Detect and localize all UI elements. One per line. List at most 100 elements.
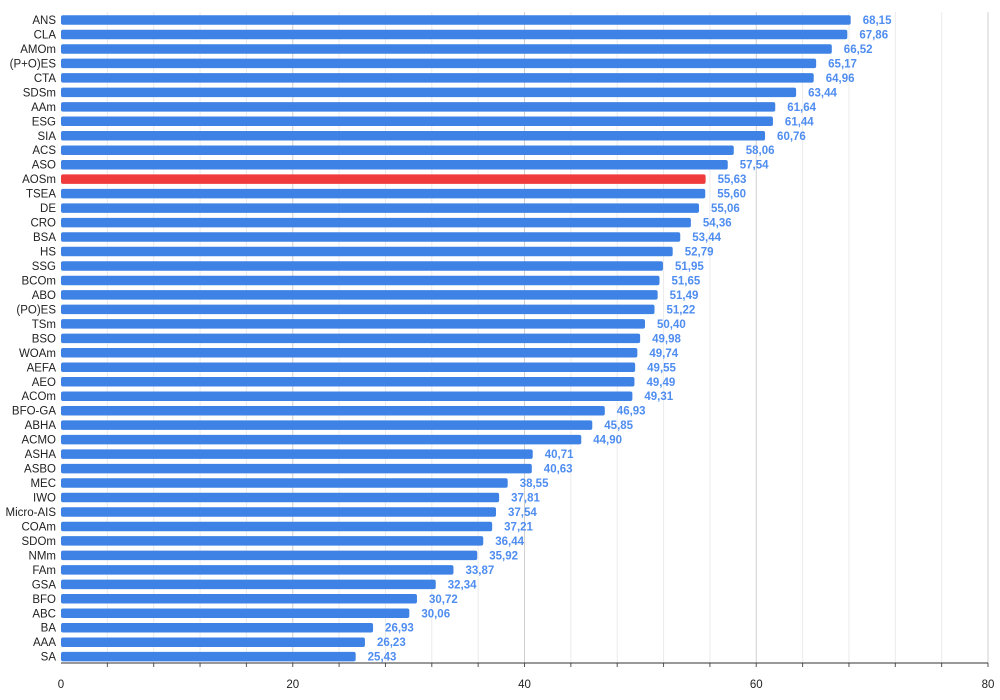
bar-ASHA bbox=[61, 449, 533, 459]
category-label: FAm bbox=[32, 565, 56, 577]
x-tick-label: 0 bbox=[58, 679, 64, 691]
value-label: 55,06 bbox=[711, 203, 740, 215]
bar-AEFA bbox=[61, 362, 636, 373]
value-label: 44,90 bbox=[593, 435, 622, 447]
category-label: AEFA bbox=[27, 362, 57, 374]
value-label: 50,40 bbox=[657, 319, 686, 331]
category-label: ABO bbox=[32, 290, 56, 302]
category-label: ASO bbox=[32, 160, 56, 172]
bar-ACOm bbox=[61, 391, 633, 401]
value-label: 61,44 bbox=[785, 116, 814, 128]
value-label: 55,60 bbox=[717, 189, 746, 201]
bar-BFO bbox=[61, 594, 417, 604]
value-label: 55,63 bbox=[718, 174, 747, 186]
category-label: BSA bbox=[33, 232, 56, 244]
bar-(PO)ES bbox=[61, 304, 655, 315]
bar-SDSm bbox=[61, 87, 797, 98]
bar-SSG bbox=[61, 261, 663, 271]
category-label: SDSm bbox=[23, 87, 56, 99]
value-label: 60,76 bbox=[777, 131, 806, 143]
x-tick-label: 20 bbox=[286, 679, 299, 691]
value-label: 38,55 bbox=[520, 478, 549, 490]
bar-SIA bbox=[61, 131, 766, 141]
bar-BCOm bbox=[61, 275, 660, 286]
bar-NMm bbox=[61, 550, 478, 561]
category-label: BFO-GA bbox=[12, 406, 56, 418]
bar-GSA bbox=[61, 579, 436, 590]
bar-ANS bbox=[61, 15, 851, 25]
value-label: 46,93 bbox=[617, 406, 646, 418]
bar-WOAm bbox=[61, 348, 638, 358]
bar-ABO bbox=[61, 290, 658, 300]
value-label: 49,49 bbox=[646, 377, 675, 389]
value-label: 40,71 bbox=[545, 449, 574, 461]
category-label: IWO bbox=[33, 493, 56, 505]
category-label: ABC bbox=[32, 608, 56, 620]
value-label: 37,54 bbox=[508, 507, 537, 519]
value-label: 37,81 bbox=[511, 493, 540, 505]
category-label: AEO bbox=[32, 377, 56, 389]
value-label: 36,44 bbox=[495, 536, 524, 548]
category-label: CLA bbox=[34, 29, 57, 41]
category-label: MEC bbox=[30, 478, 56, 490]
category-label: AAm bbox=[31, 102, 56, 114]
category-label: Micro-AIS bbox=[6, 507, 57, 519]
value-label: 51,22 bbox=[667, 304, 696, 316]
bar-AMOm bbox=[61, 44, 832, 54]
category-label: AMOm bbox=[20, 44, 56, 56]
category-label: BSO bbox=[32, 333, 56, 345]
category-label: TSEA bbox=[26, 189, 56, 201]
value-label: 49,31 bbox=[644, 391, 673, 403]
value-label: 33,87 bbox=[465, 565, 494, 577]
x-tick-label: 40 bbox=[518, 679, 531, 691]
value-label: 26,23 bbox=[377, 637, 406, 649]
x-tick-label: 80 bbox=[982, 679, 995, 691]
bar-AAm bbox=[61, 102, 776, 112]
bar-IWO bbox=[61, 492, 500, 503]
category-label: WOAm bbox=[19, 348, 56, 360]
value-label: 49,98 bbox=[652, 333, 681, 345]
bar-HS bbox=[61, 246, 673, 257]
category-label: COAm bbox=[22, 521, 57, 533]
value-label: 64,96 bbox=[826, 73, 855, 85]
bar-Micro-AIS bbox=[61, 507, 496, 517]
value-label: 53,44 bbox=[692, 232, 721, 244]
bar-AOSm bbox=[61, 174, 706, 184]
category-label: ACMO bbox=[22, 435, 57, 447]
category-label: CTA bbox=[34, 73, 56, 85]
bar-TSm bbox=[61, 319, 646, 329]
bar-SA bbox=[61, 651, 356, 662]
category-label: (P+O)ES bbox=[10, 58, 57, 70]
category-label: ASBO bbox=[24, 464, 56, 476]
bar-(P+O)ES bbox=[61, 58, 817, 69]
category-label: HS bbox=[40, 247, 56, 259]
category-label: ACOm bbox=[22, 391, 57, 403]
bar-DE bbox=[61, 203, 700, 213]
bars-layer: 68,15 67,86 66,52 65,17 64,96 63,44 61,64 61,44… bbox=[61, 15, 892, 664]
bar-BA bbox=[61, 622, 374, 633]
category-label: GSA bbox=[32, 579, 57, 591]
category-label: BFO bbox=[32, 594, 56, 606]
category-label: BA bbox=[41, 623, 57, 635]
bar-ABHA bbox=[61, 420, 593, 430]
category-label: TSm bbox=[32, 319, 56, 331]
value-label: 65,17 bbox=[828, 58, 857, 70]
category-label: ABHA bbox=[25, 420, 57, 432]
category-label: AAA bbox=[33, 637, 56, 649]
value-label: 58,06 bbox=[746, 145, 775, 157]
bar-TSEA bbox=[61, 188, 706, 199]
bar-ESG bbox=[61, 116, 773, 127]
category-label: DE bbox=[40, 203, 56, 215]
bar-ASBO bbox=[61, 463, 532, 474]
bar-ASO bbox=[61, 159, 728, 170]
category-label: ESG bbox=[32, 116, 56, 128]
bar-AAA bbox=[61, 637, 365, 647]
category-label: BCOm bbox=[22, 275, 57, 287]
bar-MEC bbox=[61, 478, 508, 488]
bar-CRO bbox=[61, 217, 691, 228]
category-label: SA bbox=[41, 652, 57, 664]
value-label: 68,15 bbox=[863, 15, 892, 27]
value-label: 51,49 bbox=[670, 290, 699, 302]
